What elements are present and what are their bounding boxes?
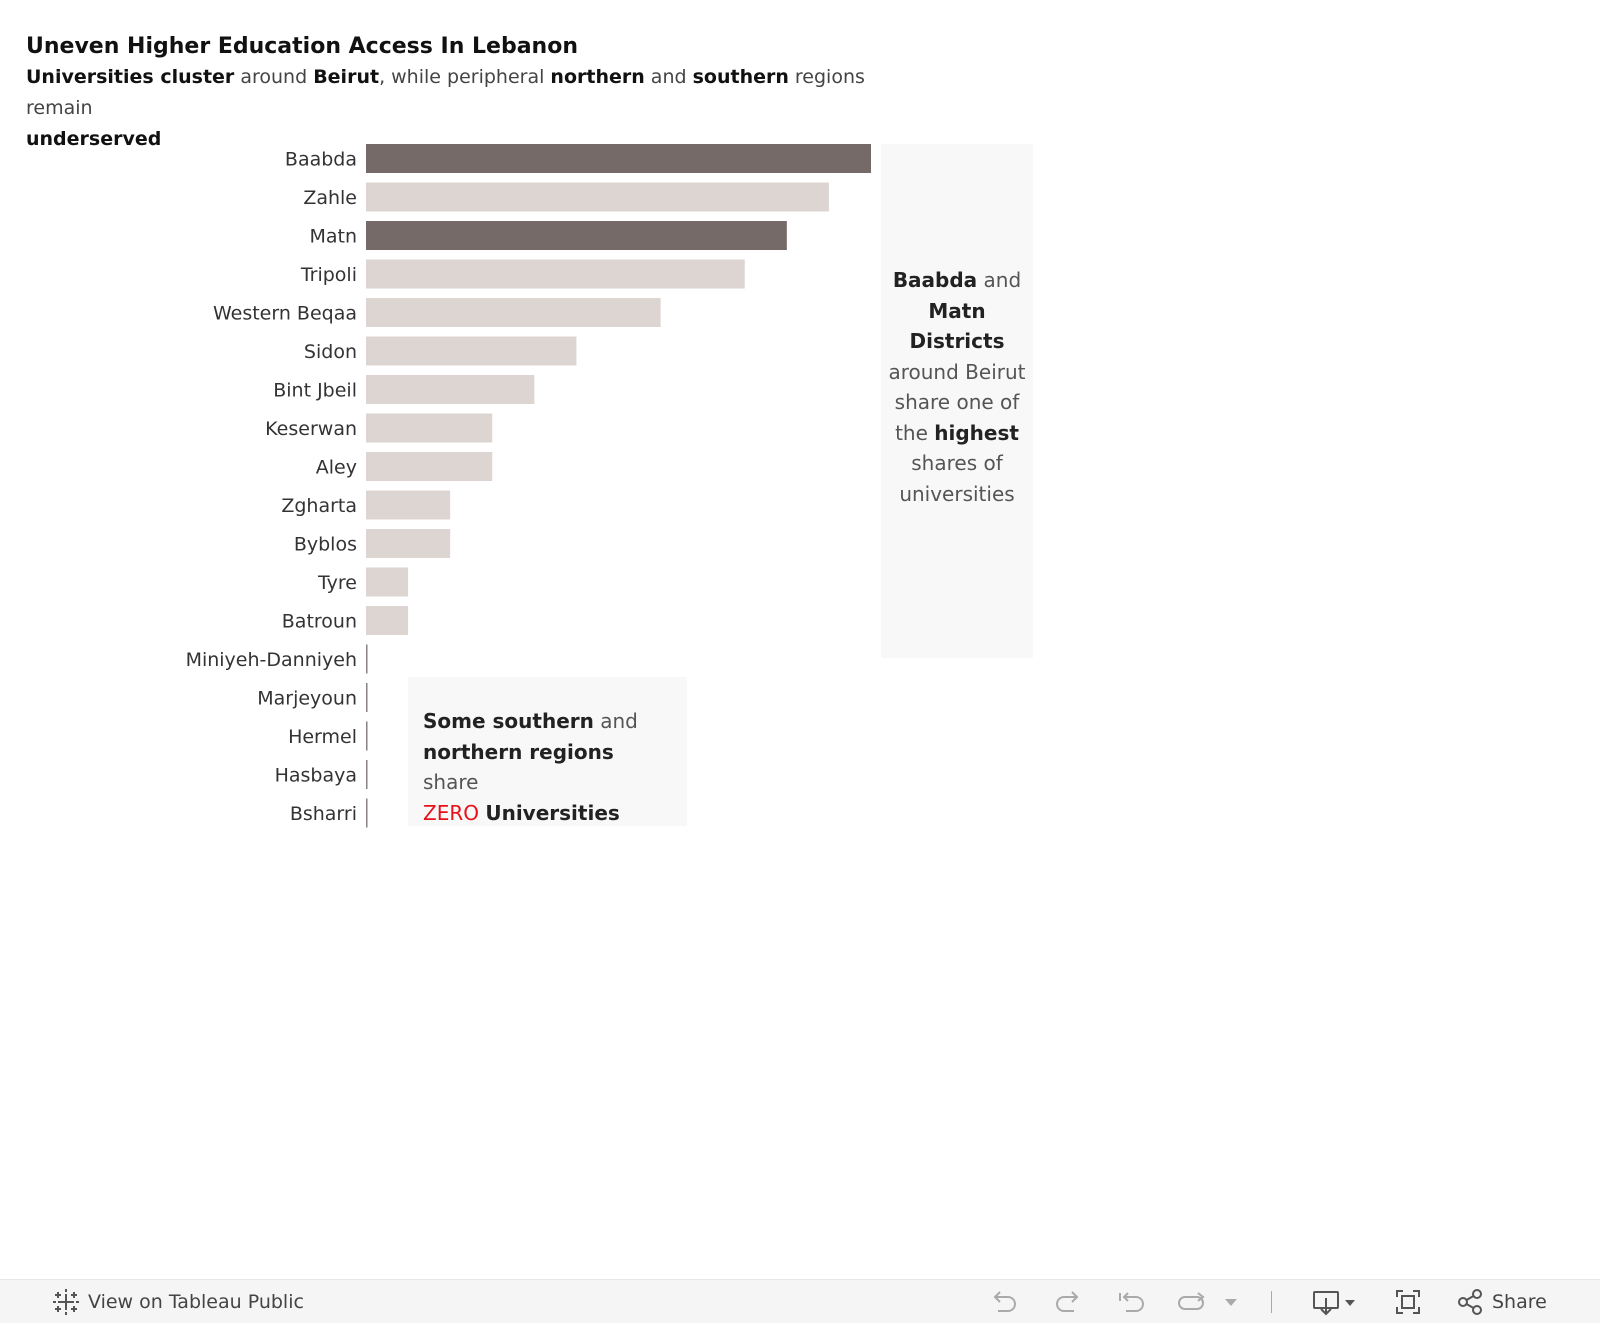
bar[interactable] — [366, 413, 493, 443]
dropdown-icon — [1225, 1299, 1237, 1306]
bar-zero[interactable] — [366, 644, 368, 674]
bar[interactable] — [366, 259, 745, 289]
annotation-zero: ZERO — [423, 800, 479, 825]
category-label: Batroun — [282, 611, 357, 633]
bar-zero[interactable] — [366, 721, 368, 751]
category-label: Bint Jbeil — [273, 380, 357, 402]
category-label: Tripoli — [300, 264, 357, 286]
bar-zero[interactable] — [366, 683, 368, 712]
view-on-tableau-link[interactable]: View on Tableau Public — [52, 1280, 304, 1324]
annotation-highest-share: Baabda and Matn Districts around Beirut … — [881, 144, 1033, 658]
annotation-text: highest — [934, 420, 1019, 445]
annotation-text: and — [593, 709, 638, 733]
tableau-logo-icon — [53, 1289, 79, 1315]
subtitle-part: Universities cluster — [26, 66, 235, 88]
bar-chart: Baabda Zahle Matn Tripoli Western Beqaa Sidon… — [186, 144, 871, 828]
bar-zero[interactable] — [366, 760, 368, 789]
category-label: Sidon — [304, 341, 357, 363]
annotation-text: share — [423, 770, 479, 794]
subtitle-part: around — [234, 66, 314, 88]
bar[interactable] — [366, 452, 493, 481]
chart-subtitle: Universities cluster around Beirut, whil… — [26, 62, 926, 155]
refresh-icon — [1178, 1292, 1205, 1310]
divider-line — [1271, 1291, 1272, 1313]
category-label: Hermel — [288, 726, 357, 748]
share-button[interactable]: Share — [1456, 1280, 1547, 1324]
category-label: Zgharta — [281, 495, 357, 517]
category-label: Byblos — [294, 534, 357, 556]
revert-button[interactable] — [1116, 1280, 1146, 1324]
annotation-text: shares of universities — [899, 451, 1015, 506]
subtitle-part: northern — [550, 66, 645, 88]
annotation-text: Baabda — [892, 268, 978, 292]
annotation-text: Districts — [909, 329, 1005, 353]
title-block: Uneven Higher Education Access In Lebano… — [26, 32, 926, 155]
annotation-zero-universities: Some southern and northern regions share… — [408, 677, 687, 826]
bar[interactable] — [366, 529, 451, 558]
chart-title: Uneven Higher Education Access In Lebano… — [26, 34, 578, 59]
fullscreen-icon — [1396, 1290, 1420, 1314]
annotation-text: northern regions — [423, 739, 614, 764]
download-icon — [1313, 1291, 1355, 1316]
category-label: Zahle — [303, 187, 357, 209]
bar[interactable] — [366, 567, 409, 597]
refresh-button[interactable] — [1176, 1280, 1208, 1324]
subtitle-part: underserved — [26, 128, 162, 150]
bar[interactable] — [366, 606, 409, 635]
view-on-tableau-label: View on Tableau Public — [88, 1291, 304, 1313]
share-label: Share — [1492, 1291, 1547, 1313]
bar[interactable] — [366, 182, 829, 212]
subtitle-part: , while peripheral — [379, 66, 551, 88]
tableau-toolbar: View on Tableau Public Share — [0, 1279, 1600, 1323]
bar[interactable] — [366, 375, 535, 404]
bar-zero[interactable] — [366, 798, 368, 828]
annotation-text: Some southern — [423, 709, 594, 733]
subtitle-part: regions remain — [26, 66, 865, 119]
revert-icon — [1119, 1292, 1144, 1312]
category-label: Hasbaya — [275, 765, 357, 787]
category-label: Miniyeh-Danniyeh — [186, 649, 357, 671]
category-label: Baabda — [285, 149, 357, 171]
subtitle-part: southern — [692, 66, 789, 88]
download-button[interactable] — [1312, 1280, 1356, 1324]
annotation-text: and — [977, 268, 1022, 292]
subtitle-part: Beirut — [313, 66, 380, 88]
annotation-text: Universities — [485, 800, 620, 825]
category-label: Tyre — [317, 572, 357, 594]
annotation-text: around Beirut share one of the — [888, 359, 1026, 445]
undo-icon — [993, 1291, 1016, 1312]
subtitle-part: and — [644, 66, 693, 88]
bar[interactable] — [366, 490, 451, 520]
bar[interactable] — [366, 298, 661, 327]
share-icon — [1458, 1289, 1482, 1315]
bar[interactable] — [366, 336, 577, 366]
bar[interactable] — [366, 144, 871, 173]
category-label: Western Beqaa — [213, 303, 357, 325]
redo-icon — [1056, 1291, 1079, 1312]
category-label: Matn — [309, 226, 357, 248]
undo-button[interactable] — [990, 1280, 1018, 1324]
bar[interactable] — [366, 221, 787, 250]
redo-button[interactable] — [1054, 1280, 1082, 1324]
refresh-dropdown[interactable] — [1224, 1280, 1238, 1324]
category-label: Keserwan — [265, 418, 357, 440]
toolbar-divider — [1271, 1280, 1272, 1324]
annotation-text: Matn — [928, 298, 986, 323]
category-label: Bsharri — [290, 803, 357, 825]
category-label: Marjeyoun — [257, 688, 357, 710]
fullscreen-button[interactable] — [1394, 1280, 1422, 1324]
category-label: Aley — [316, 457, 357, 479]
